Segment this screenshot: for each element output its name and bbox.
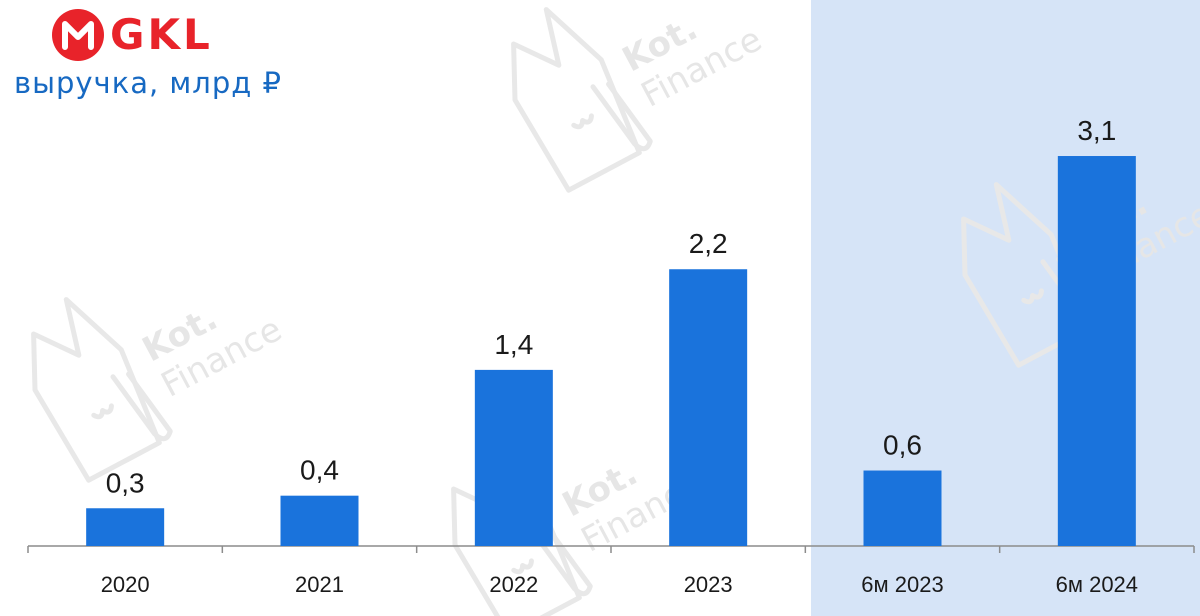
value-label: 3,1: [1077, 115, 1116, 146]
bar-6м-2024: [1057, 156, 1136, 546]
x-axis: [27, 545, 1195, 553]
bar-2021: [280, 495, 359, 546]
watermark: Kot.Finance: [511, 7, 768, 193]
bar-2020: [86, 508, 165, 546]
value-label: 1,4: [494, 329, 533, 360]
bar-2023: [669, 269, 748, 546]
value-labels-group: 0,3 0,4 1,4 2,2 0,6 3,1: [106, 115, 1117, 498]
value-label: 0,4: [300, 455, 339, 486]
x-tick-label: 2022: [489, 572, 538, 597]
logo-text: GKL: [110, 10, 213, 59]
bar-2022: [474, 369, 553, 546]
x-tick-label: 2020: [101, 572, 150, 597]
bars-group: [86, 156, 1136, 546]
x-tick-label: 2023: [684, 572, 733, 597]
tick-labels-group: 2020 2021 2022 2023 6м 2023 6м 2024: [101, 572, 1138, 597]
x-tick-label: 6м 2024: [1056, 572, 1138, 597]
x-tick-label: 6м 2023: [861, 572, 943, 597]
bar-6м-2023: [863, 470, 942, 546]
value-label: 0,3: [106, 467, 145, 498]
x-tick-label: 2021: [295, 572, 344, 597]
watermark: Kot.Finance: [31, 297, 288, 483]
chart-subtitle: выручка, млрд ₽: [14, 66, 282, 100]
value-label: 0,6: [883, 430, 922, 461]
logo-m-icon: [52, 9, 104, 61]
value-label: 2,2: [689, 228, 728, 259]
company-logo: GKL: [52, 8, 213, 62]
